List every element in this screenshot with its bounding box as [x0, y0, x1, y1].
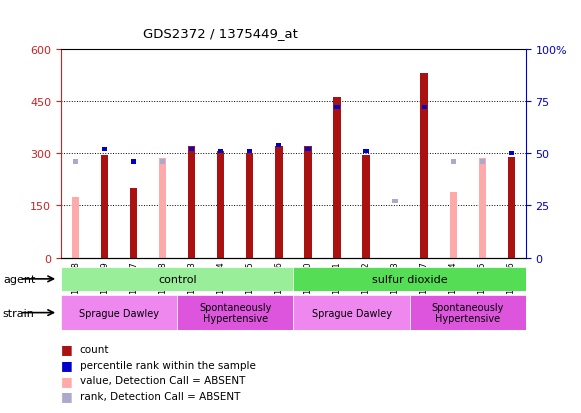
Bar — [61, 267, 293, 291]
Bar — [275, 147, 282, 258]
Bar — [248, 150, 252, 154]
Bar — [177, 295, 293, 330]
Bar — [306, 147, 311, 152]
Bar — [450, 192, 457, 258]
Bar — [159, 159, 166, 258]
Text: control: control — [158, 274, 196, 284]
Bar — [410, 295, 526, 330]
Text: GDS2372 / 1375449_at: GDS2372 / 1375449_at — [144, 27, 298, 40]
Bar — [101, 156, 108, 258]
Text: ■: ■ — [61, 374, 73, 387]
Text: percentile rank within the sample: percentile rank within the sample — [80, 360, 256, 370]
Bar — [72, 197, 79, 258]
Bar — [73, 160, 78, 164]
Bar — [479, 159, 486, 258]
Text: strain: strain — [3, 308, 35, 318]
Text: sulfur dioxide: sulfur dioxide — [372, 274, 447, 284]
Text: Spontaneously
Hypertensive: Spontaneously Hypertensive — [432, 302, 504, 324]
Bar — [293, 267, 526, 291]
Text: value, Detection Call = ABSENT: value, Detection Call = ABSENT — [80, 375, 245, 385]
Bar — [102, 147, 107, 152]
Bar — [131, 160, 137, 164]
Bar — [333, 98, 340, 258]
Bar — [130, 189, 137, 258]
Bar — [189, 147, 194, 152]
Bar — [304, 147, 311, 258]
Bar — [393, 200, 397, 204]
Bar — [421, 74, 428, 258]
Bar — [509, 152, 514, 156]
Bar — [335, 106, 339, 110]
Bar — [364, 150, 369, 154]
Text: ■: ■ — [61, 358, 73, 371]
Text: Spontaneously
Hypertensive: Spontaneously Hypertensive — [199, 302, 271, 324]
Bar — [363, 156, 370, 258]
Bar — [61, 295, 177, 330]
Bar — [160, 160, 166, 164]
Bar — [451, 160, 456, 164]
Bar — [217, 152, 224, 258]
Bar — [422, 106, 427, 110]
Bar — [218, 150, 224, 154]
Text: Sprague Dawley: Sprague Dawley — [79, 308, 159, 318]
Text: ■: ■ — [61, 342, 73, 356]
Bar — [277, 143, 282, 147]
Text: agent: agent — [3, 274, 35, 284]
Bar — [246, 154, 253, 258]
Bar — [480, 160, 485, 164]
Text: count: count — [80, 344, 109, 354]
Text: ■: ■ — [61, 389, 73, 403]
Text: rank, Detection Call = ABSENT: rank, Detection Call = ABSENT — [80, 391, 240, 401]
Bar — [508, 157, 515, 258]
Bar — [293, 295, 410, 330]
Text: Sprague Dawley: Sprague Dawley — [311, 308, 392, 318]
Bar — [188, 147, 195, 258]
